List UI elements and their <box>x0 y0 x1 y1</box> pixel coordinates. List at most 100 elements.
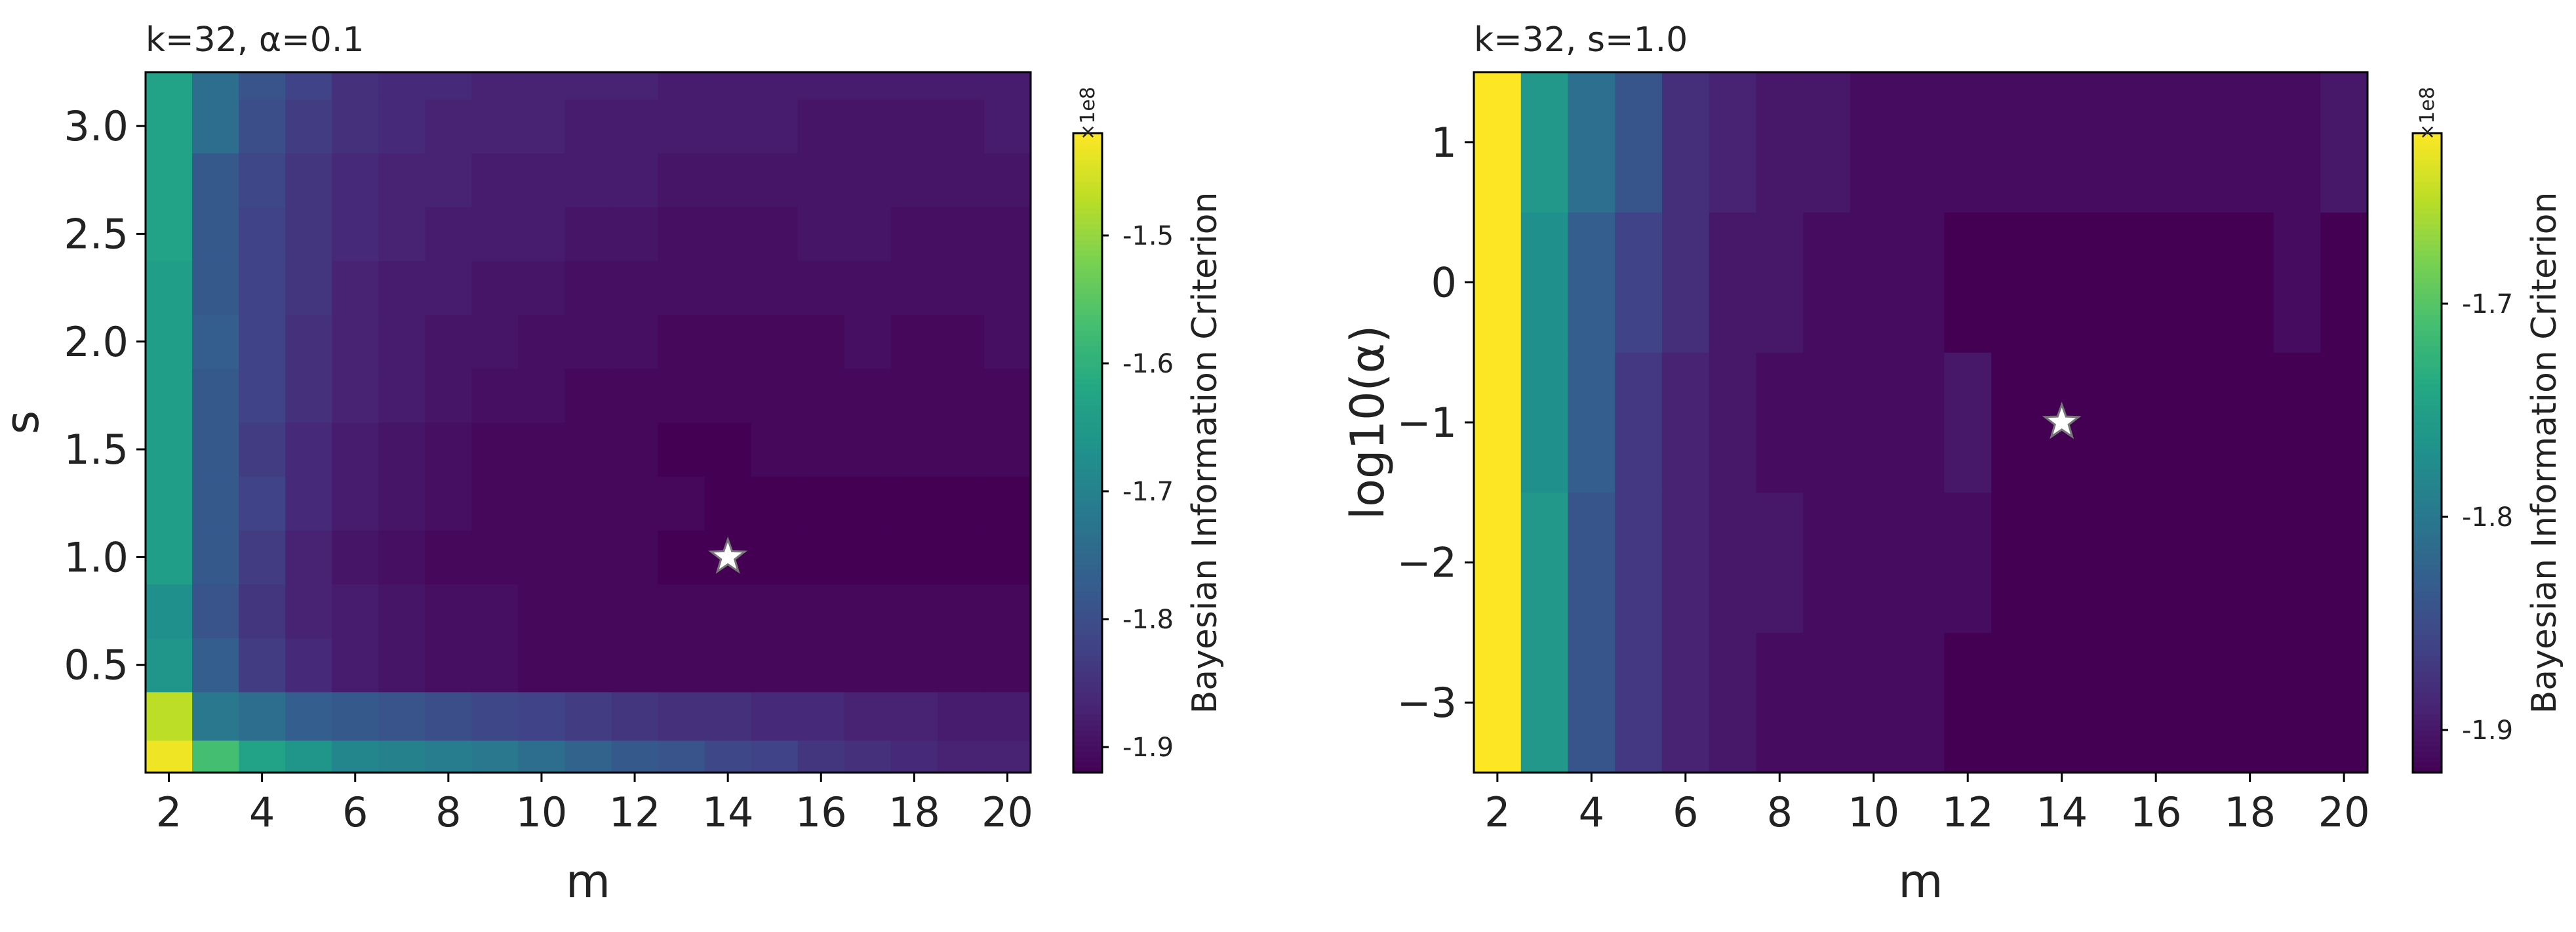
colorbar-segment <box>2413 761 2442 768</box>
heatmap-cell <box>1850 632 1898 773</box>
heatmap-cell <box>611 584 659 639</box>
heatmap-cell <box>844 740 892 773</box>
colorbar-tick-label: -1.7 <box>2462 289 2513 319</box>
colorbar-segment <box>1073 708 1102 715</box>
heatmap-cell <box>658 422 705 477</box>
chart-title: k=32, s=1.0 <box>1474 20 1688 60</box>
heatmap-cell <box>565 153 612 207</box>
heatmap-cell <box>1803 72 1851 213</box>
heatmap-cell <box>983 207 1031 262</box>
heatmap-cell <box>797 422 845 477</box>
colorbar-segment <box>1073 186 1102 193</box>
heatmap-cell <box>2320 492 2368 633</box>
colorbar-segment <box>2413 415 2442 422</box>
heatmap-cell <box>1661 492 1710 633</box>
colorbar-segment <box>2413 378 2442 384</box>
heatmap-cell <box>937 72 985 100</box>
y-tick-label: 1 <box>1431 119 1457 167</box>
colorbar-segment <box>2413 500 2442 507</box>
colorbar-segment <box>2413 325 2442 331</box>
colorbar-segment <box>1073 170 1102 176</box>
heatmap-cell <box>797 72 845 100</box>
heatmap-cell <box>2273 212 2321 353</box>
colorbar: -1.9 -1.8 -1.7 ×1e8 Bayesian Information Cri… <box>2411 87 2564 774</box>
heatmap-cell <box>146 99 193 153</box>
heatmap-cell <box>285 422 332 477</box>
colorbar-segment <box>1073 330 1102 336</box>
colorbar-segment <box>2413 613 2442 619</box>
heatmap-cell <box>192 740 239 773</box>
colorbar-segment <box>1073 266 1102 273</box>
x-tick-label: 16 <box>795 788 847 836</box>
heatmap-cell <box>1991 72 2039 213</box>
x-tick-label: 14 <box>2036 788 2088 836</box>
colorbar-segment <box>2413 373 2442 379</box>
colorbar-segment <box>2413 650 2442 657</box>
colorbar-segment <box>1073 304 1102 310</box>
optimum-star-marker <box>708 536 748 574</box>
heatmap-cell <box>146 422 193 477</box>
heatmap-cell <box>239 691 286 741</box>
heatmap-cell <box>658 638 705 693</box>
y-axis-label: log10(α) <box>1341 325 1395 520</box>
colorbar-segment <box>2413 517 2442 523</box>
x-tick-label: 10 <box>1848 788 1899 836</box>
colorbar-frame <box>2411 132 2443 774</box>
heatmap-cell <box>1803 352 1851 493</box>
heatmap-cell <box>1615 212 1663 353</box>
heatmap-cell <box>518 72 566 100</box>
heatmap-cell <box>1474 352 1522 493</box>
heatmap-cell <box>937 99 985 153</box>
heatmap-cell <box>378 153 426 207</box>
colorbar-segment <box>1073 218 1102 224</box>
heatmap-cell <box>425 72 472 100</box>
colorbar-segment <box>1073 740 1102 747</box>
heatmap-cell <box>797 476 845 531</box>
colorbar-segment <box>2413 511 2442 517</box>
colorbar-segment <box>1073 176 1102 182</box>
heatmap-cell <box>1661 352 1710 493</box>
heatmap-cell <box>146 368 193 423</box>
colorbar-segment <box>2413 591 2442 598</box>
colorbar-segment <box>2413 298 2442 304</box>
colorbar-segment <box>1073 394 1102 401</box>
colorbar-segment <box>2413 314 2442 321</box>
heatmap-cell <box>658 691 705 741</box>
heatmap-cell <box>1756 212 1804 353</box>
heatmap-cell <box>1568 72 1615 213</box>
colorbar-segment <box>2413 330 2442 336</box>
colorbar-segment <box>2413 538 2442 544</box>
colorbar-segment <box>1073 570 1102 577</box>
heatmap-cell <box>751 99 799 153</box>
heatmap-cell <box>332 72 379 100</box>
heatmap-cell <box>983 368 1031 423</box>
heatmap-cell <box>844 314 892 369</box>
colorbar-segment <box>1073 580 1102 587</box>
colorbar-segment <box>2413 634 2442 640</box>
heatmap-cell <box>285 153 332 207</box>
colorbar-segment <box>2413 165 2442 171</box>
heatmap-cell <box>146 530 193 585</box>
panel-1: 2 4 6 8 10 12 14 16 18 20 0.5 1.0 1.5 2.0 2.5 3.0 k=32, … <box>0 20 1225 908</box>
heatmap-cell <box>378 691 426 741</box>
heatmap-cell <box>937 422 985 477</box>
colorbar-segment <box>2413 176 2442 182</box>
heatmap-cell <box>797 314 845 369</box>
heatmap-cell <box>1850 492 1898 633</box>
heatmap-cell <box>285 260 332 315</box>
colorbar-segment <box>1073 389 1102 395</box>
heatmap-cell <box>2226 212 2274 353</box>
colorbar-segment <box>2413 596 2442 603</box>
heatmap-cell <box>937 368 985 423</box>
heatmap-cell <box>425 422 472 477</box>
heatmap-cell <box>844 530 892 585</box>
x-tick-label: 14 <box>702 788 754 836</box>
heatmap-cell <box>2179 632 2227 773</box>
heatmap-cell <box>890 530 938 585</box>
heatmap-cell <box>704 314 752 369</box>
colorbar-segment <box>1073 463 1102 470</box>
heatmap-cell <box>704 368 752 423</box>
colorbar-segment <box>1073 224 1102 230</box>
heatmap-cell <box>518 476 566 531</box>
colorbar-segment <box>2413 687 2442 693</box>
